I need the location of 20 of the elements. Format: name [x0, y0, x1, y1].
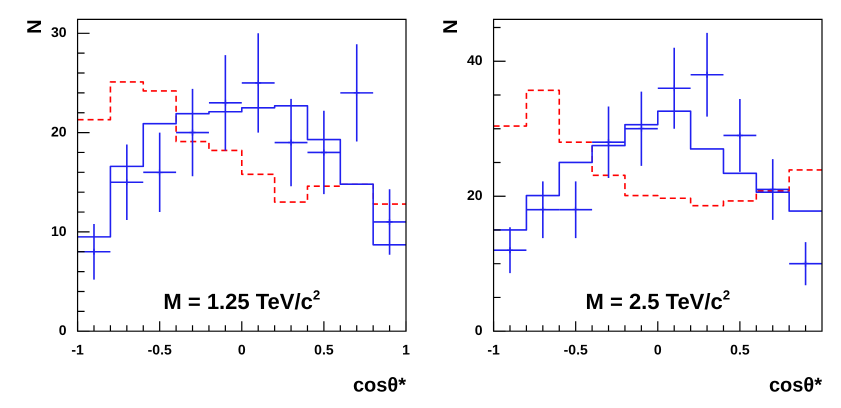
x-tick-label: 0.5: [314, 341, 334, 358]
x-tick-label: 0: [654, 341, 662, 358]
y-tick-label: 30: [50, 24, 67, 40]
y-tick-label: 0: [474, 322, 483, 338]
x-axis-title: cosθ*: [352, 374, 406, 397]
x-tick-label: -1: [71, 341, 84, 358]
y-tick-label: 0: [58, 322, 67, 338]
x-axis-title: cosθ*: [768, 374, 822, 397]
x-tick-label: -1: [487, 341, 500, 358]
x-tick-label: -0.5: [564, 341, 588, 358]
y-tick-label: 20: [50, 123, 67, 140]
y-tick-label: 40: [466, 52, 483, 68]
y-axis-title: N: [440, 19, 462, 34]
x-tick-label: 0.5: [730, 341, 750, 358]
y-tick-label: 20: [466, 187, 483, 204]
x-tick-label: 0: [238, 341, 246, 358]
x-tick-label: 1: [402, 341, 410, 358]
y-axis-title: N: [24, 19, 46, 34]
x-tick-label: -0.5: [148, 341, 172, 358]
y-tick-label: 10: [50, 222, 67, 239]
